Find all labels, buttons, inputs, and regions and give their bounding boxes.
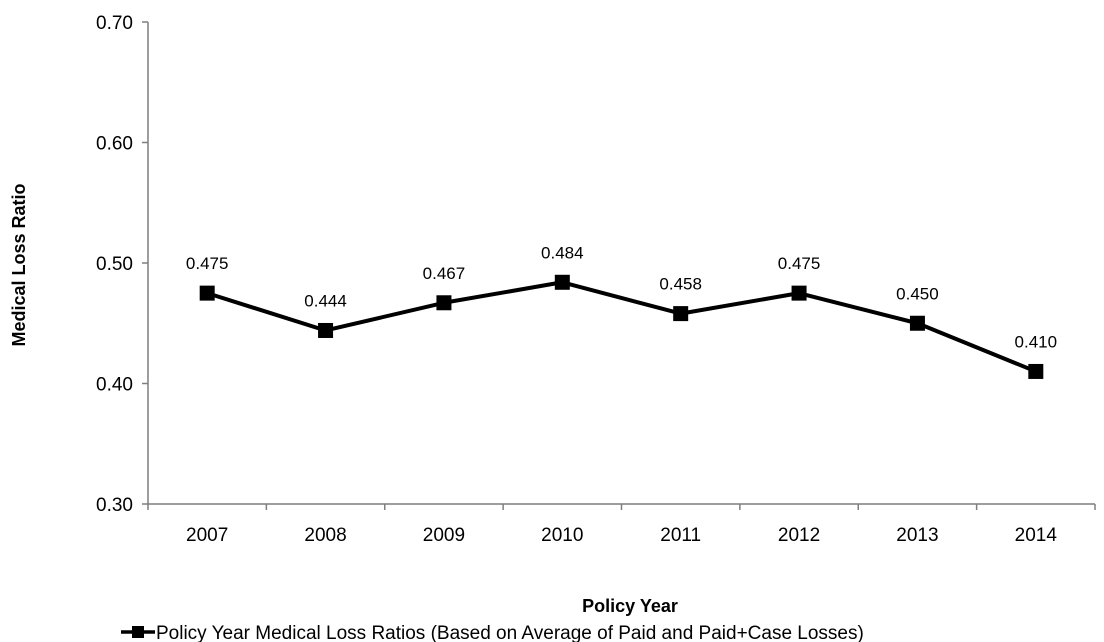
data-point-label: 0.444 [304,291,347,310]
data-point-label: 0.450 [896,284,939,303]
data-point-label: 0.467 [423,264,466,283]
data-point-marker [909,315,925,331]
data-point-label: 0.410 [1015,332,1058,351]
x-tick-label: 2012 [778,525,820,546]
series-group [199,274,1044,379]
y-axis: 0.30 0.40 0.50 0.60 0.70 [96,13,149,516]
x-axis-title: Policy Year [582,596,678,616]
y-tick-label: 0.70 [96,13,133,34]
series-line [206,280,1037,374]
x-tick-label: 2007 [186,525,228,546]
x-axis: 2007 2008 2009 2010 2011 2012 2013 2014 [147,503,1096,546]
data-point-marker [436,295,452,311]
y-axis-title: Medical Loss Ratio [9,183,29,346]
legend: Policy Year Medical Loss Ratios (Based o… [121,623,864,642]
data-point-label: 0.458 [659,275,702,294]
data-point-marker [318,322,334,338]
data-point-label: 0.475 [186,254,229,273]
data-labels: 0.475 0.444 0.467 0.484 0.458 0.475 0.450 0.410 [186,243,1057,351]
y-tick-label: 0.60 [96,134,133,155]
legend-series-label: Policy Year Medical Loss Ratios (Based o… [156,623,864,642]
legend-marker-swatch [132,626,144,638]
y-tick-label: 0.30 [96,495,133,516]
x-tick-label: 2013 [896,525,938,546]
x-tick-label: 2010 [541,525,583,546]
x-tick-label: 2014 [1015,525,1058,546]
x-tick-label: 2008 [304,525,346,546]
x-tick-label: 2011 [660,525,701,546]
data-point-label: 0.484 [541,243,584,262]
data-point-marker [1028,363,1044,379]
data-point-marker [673,306,689,322]
x-tick-label: 2009 [423,525,465,546]
data-point-marker [554,274,570,290]
y-tick-label: 0.50 [96,254,133,275]
data-point-label: 0.475 [778,254,821,273]
data-point-marker [199,285,215,301]
data-point-marker [791,285,807,301]
y-tick-label: 0.40 [96,375,133,396]
